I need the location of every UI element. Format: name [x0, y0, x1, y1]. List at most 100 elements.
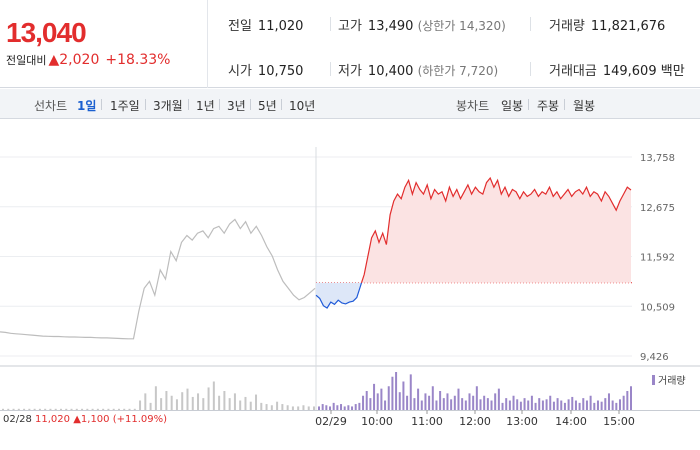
- volume-bar-today: [596, 400, 599, 410]
- volume-bar-prev-day: [228, 398, 231, 410]
- volume-bar-prev-day: [233, 393, 236, 410]
- volume-bar-prev-day: [170, 395, 173, 410]
- volume-bar-prev-day: [28, 408, 31, 410]
- volume-bar-prev-day: [255, 394, 258, 410]
- volume-bar-prev-day: [81, 408, 84, 410]
- period-1w-tab[interactable]: 1주일: [110, 99, 140, 113]
- volume-bar-prev-day: [223, 391, 226, 410]
- volume-bar-today: [611, 400, 614, 410]
- volume-bar-today: [391, 376, 394, 410]
- x-axis-ticks: 02/29 10:00 11:00 12:00 13:00 14:00 15:00: [315, 410, 635, 428]
- volume-bar-today: [347, 405, 350, 410]
- y-tick-label: 11,592: [640, 253, 675, 264]
- open-label: 시가: [228, 64, 252, 79]
- candle-weekly-tab[interactable]: 주봉: [537, 99, 560, 113]
- volume-bar-today: [556, 398, 559, 410]
- volume-bar-prev-day: [265, 404, 268, 410]
- volume-bar-today: [519, 401, 522, 410]
- volume-bar-today: [585, 400, 588, 410]
- volume-bar-today: [545, 399, 548, 410]
- y-tick-label: 12,675: [640, 203, 675, 214]
- divider: [145, 99, 146, 110]
- x-tick-label: 14:00: [555, 415, 587, 428]
- open-value: 10,750: [257, 64, 304, 79]
- volume-bar-prev-day: [65, 408, 68, 410]
- divider: [530, 62, 531, 76]
- candle-daily-tab[interactable]: 일봉: [501, 99, 524, 113]
- y-tick-label: 10,509: [640, 302, 675, 313]
- prev-close-stat: 전일 11,020: [228, 15, 303, 34]
- chart-grid: [0, 147, 700, 411]
- price-change-row: 전일대비 ▲2,020 +18.33%: [6, 52, 170, 68]
- volume-bar-today: [442, 398, 445, 410]
- volume-bar-today: [325, 405, 328, 410]
- volume-bar-today: [523, 398, 526, 410]
- volume-bar-today: [373, 383, 376, 410]
- volume-bar-prev-day: [54, 408, 57, 410]
- volume-value: 11,821,676: [590, 19, 666, 34]
- volume-bar-today: [552, 401, 555, 410]
- volume-bar-today: [589, 395, 592, 410]
- volume-bar-prev-day: [96, 408, 99, 410]
- volume-bar-today: [479, 399, 482, 410]
- period-3y-tab[interactable]: 3년: [227, 99, 246, 113]
- volume-bar-today: [578, 402, 581, 410]
- volume-bar-prev-day: [175, 399, 178, 410]
- current-price-box: 13,040 전일대비 ▲2,020 +18.33%: [0, 0, 208, 88]
- x-tick-label: 10:00: [361, 415, 393, 428]
- volume-bar-prev-day: [270, 405, 273, 410]
- high-value: 13,490: [367, 19, 414, 34]
- volume-bar-prev-day: [186, 388, 189, 410]
- divider: [330, 62, 331, 76]
- volume-bar-today: [618, 399, 621, 410]
- volume-bar-prev-day: [249, 401, 252, 410]
- volume-bar-prev-day: [191, 396, 194, 410]
- volume-bar-today: [593, 402, 596, 410]
- volume-bar-today: [406, 395, 409, 410]
- volume-bar-today: [505, 398, 508, 410]
- x-tick-label: 15:00: [603, 415, 635, 428]
- volume-bar-today: [439, 391, 442, 410]
- prev-day-rate: (+11.09%): [112, 414, 168, 425]
- volume-bar-today: [563, 402, 566, 410]
- volume-bar-today: [384, 400, 387, 410]
- volume-bar-prev-day: [117, 408, 120, 410]
- candle-monthly-tab[interactable]: 월봉: [573, 99, 596, 113]
- volume-bar-prev-day: [7, 408, 10, 410]
- change-value: 2,020: [59, 52, 100, 68]
- volume-bar-today: [329, 406, 332, 410]
- period-5y-tab[interactable]: 5년: [258, 99, 277, 113]
- x-tick-label: 13:00: [506, 415, 538, 428]
- period-1d-tab[interactable]: 1일: [77, 99, 97, 113]
- volume-bar-prev-day: [181, 392, 184, 410]
- prev-day-change: 1,100: [80, 414, 110, 425]
- volume-label: 거래량: [549, 19, 585, 34]
- volume-bar-prev-day: [302, 405, 305, 410]
- volume-bar-prev-day: [70, 408, 73, 410]
- price-series-layer: [0, 176, 632, 340]
- volume-bar-prev-day: [165, 391, 168, 410]
- volume-bar-prev-day: [107, 408, 110, 410]
- volume-bar-prev-day: [33, 408, 36, 410]
- volume-bar-prev-day: [313, 406, 315, 410]
- volume-bar-today: [354, 404, 357, 410]
- volume-bar-prev-day: [218, 395, 221, 410]
- period-1y-tab[interactable]: 1년: [196, 99, 215, 113]
- area-fill-up: [361, 178, 631, 283]
- volume-bar-today: [358, 402, 361, 410]
- divider: [219, 99, 220, 110]
- volume-bar-prev-day: [112, 408, 115, 410]
- period-10y-tab[interactable]: 10년: [289, 99, 316, 113]
- volume-bar-today: [501, 402, 504, 410]
- volume-bar-today: [600, 401, 603, 410]
- period-3m-tab[interactable]: 3개월: [153, 99, 183, 113]
- volume-bar-today: [582, 398, 585, 410]
- change-label: 전일대비: [6, 54, 47, 67]
- volume-bar-prev-day: [160, 398, 163, 410]
- series-line-down: [315, 282, 363, 309]
- series-line-prev-day: [0, 218, 316, 340]
- prev-day-date: 02/28: [3, 414, 32, 425]
- volume-bar-today: [483, 395, 486, 410]
- y-tick-label: 13,758: [640, 153, 675, 164]
- volume-bar-today: [626, 391, 629, 410]
